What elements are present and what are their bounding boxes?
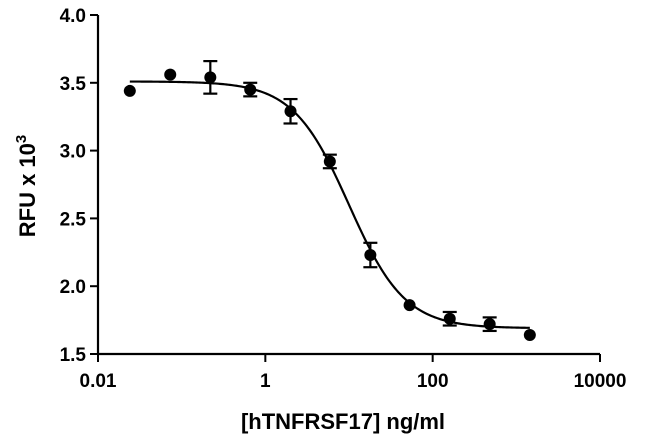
y-tick-label: 2.5 xyxy=(60,209,87,230)
y-tick-label: 3.0 xyxy=(60,142,86,163)
x-axis-label: [hTNFRSF17] ng/ml xyxy=(241,409,445,434)
fit-curve-group xyxy=(129,80,530,329)
data-point xyxy=(123,84,136,97)
data-point xyxy=(523,329,536,342)
x-tick-label: 100 xyxy=(417,371,449,392)
data-point xyxy=(483,318,496,331)
data-point xyxy=(244,83,257,96)
error-bars-group xyxy=(203,60,497,333)
y-tick-label: 3.5 xyxy=(60,74,87,95)
axes xyxy=(90,14,601,362)
y-tick-label: 2.0 xyxy=(60,277,86,298)
x-tick-label: 10000 xyxy=(574,371,627,392)
y-tick-label: 1.5 xyxy=(60,345,87,366)
x-tick-label: 0.01 xyxy=(80,371,117,392)
y-axis-label-exponent: 3 xyxy=(13,135,30,143)
x-tick-label: 1 xyxy=(260,371,271,392)
tick-labels-group: 1.5 2.0 2.5 3.0 3.5 4.0 0.01 1 100 10000 xyxy=(60,6,627,392)
data-point xyxy=(364,249,377,262)
y-tick-label: 4.0 xyxy=(60,6,86,27)
data-point xyxy=(403,299,416,312)
y-axis-label-base: RFU x 10 xyxy=(15,143,40,237)
y-axis-label: RFU x 103 xyxy=(13,135,40,238)
fit-curve xyxy=(129,80,530,329)
data-point xyxy=(164,68,177,81)
data-point xyxy=(204,71,217,84)
data-point xyxy=(323,155,336,168)
data-point xyxy=(443,312,456,325)
data-point xyxy=(284,105,297,118)
data-points-group xyxy=(123,68,536,342)
